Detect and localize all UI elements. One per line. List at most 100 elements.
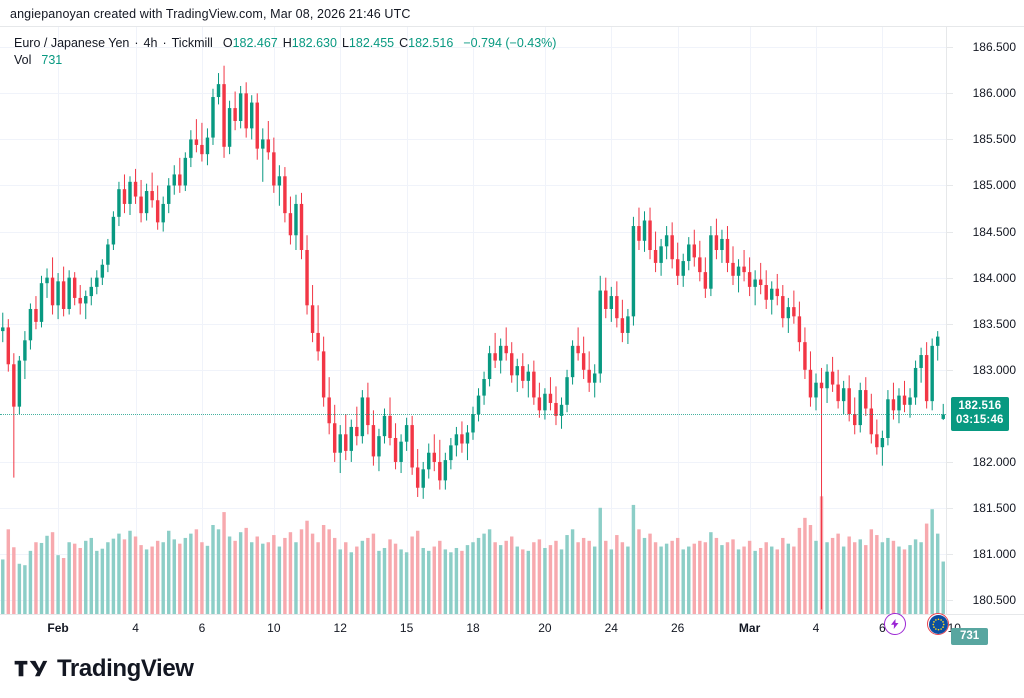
legend-volume-label: Vol — [14, 53, 32, 67]
candle-body — [487, 353, 492, 380]
candle-body — [133, 181, 138, 197]
candle-body — [869, 408, 874, 435]
attribution-text: angiepanoyan created with TradingView.co… — [10, 7, 411, 21]
volume-bar — [814, 540, 818, 614]
volume-bar — [703, 542, 708, 614]
volume-bar — [498, 545, 503, 614]
volume-bar — [178, 543, 182, 614]
volume-bar — [698, 540, 702, 614]
bar-countdown: 03:15:46 — [956, 413, 1004, 426]
candle-body — [604, 290, 608, 309]
candle-wick — [85, 290, 87, 320]
candle-body — [841, 388, 846, 402]
candle-body — [587, 369, 591, 383]
candle-body — [515, 366, 519, 376]
chart-legend[interactable]: Euro / Japanese Yen · 4h · Tickmill O182.467 H… — [14, 35, 556, 69]
volume-bar — [908, 545, 912, 614]
chart-pane[interactable]: Euro / Japanese Yen · 4h · Tickmill O182.467 H… — [0, 27, 946, 614]
grid-line-vertical — [202, 27, 203, 614]
legend-low-label: L — [341, 36, 349, 50]
current-price-badge[interactable]: 182.516 03:15:46 — [951, 397, 1009, 432]
volume-bar — [272, 535, 276, 614]
chart-frame: Euro / Japanese Yen · 4h · Tickmill O182.467 H… — [0, 26, 1024, 645]
candle-body — [117, 189, 121, 217]
volume-bar — [167, 530, 171, 614]
legend-change: −0.794 (−0.43%) — [463, 36, 557, 50]
candle-body — [388, 415, 392, 438]
time-axis-label: 24 — [604, 621, 618, 635]
candle-body — [155, 200, 160, 223]
legend-symbol[interactable]: Euro / Japanese Yen — [14, 36, 130, 50]
volume-bar — [128, 530, 132, 614]
price-axis-label: 186.500 — [972, 40, 1016, 55]
volume-bar — [675, 537, 680, 614]
current-price-line — [0, 414, 946, 416]
volume-bar — [399, 549, 403, 614]
candle-body — [797, 316, 802, 343]
price-axis[interactable]: 186.500 186.000 185.500 185.000 184.500 184.0… — [946, 27, 1024, 645]
volume-badge[interactable]: 731 — [951, 628, 989, 645]
candle-body — [321, 351, 326, 398]
time-axis[interactable]: Feb4610121518202426Mar4610 — [0, 614, 1024, 641]
candle-body — [393, 437, 398, 462]
volume-bar — [205, 545, 210, 614]
eu-star — [931, 623, 934, 625]
lightning-bolt-glyph — [891, 619, 899, 629]
price-axis-tick — [947, 231, 953, 233]
volume-bar — [770, 546, 774, 614]
candle-body — [205, 137, 210, 155]
legend-main-row: Euro / Japanese Yen · 4h · Tickmill O182.467 H… — [14, 35, 556, 52]
legend-interval[interactable]: 4h — [143, 36, 158, 50]
eu-flag-glyph — [928, 614, 948, 634]
volume-bar — [853, 542, 857, 614]
candle-body — [360, 397, 365, 437]
volume-bar — [266, 542, 271, 614]
candle-body — [698, 257, 702, 273]
volume-bar — [521, 549, 525, 614]
candle-body — [338, 434, 342, 453]
candle-body — [620, 318, 625, 333]
legend-exchange[interactable]: Tickmill — [171, 36, 213, 50]
volume-bar — [255, 536, 259, 614]
candle-body — [161, 203, 165, 223]
volume-bar — [56, 555, 60, 614]
volume-bar — [476, 537, 481, 614]
legend-high-label: H — [282, 36, 292, 50]
candle-body — [277, 176, 282, 186]
candle-body — [460, 434, 464, 444]
grid-line-vertical — [58, 27, 59, 614]
candle-body — [521, 366, 525, 381]
candle-body — [244, 93, 248, 129]
time-axis-label: 15 — [399, 621, 414, 635]
legend-low-value: 182.455 — [348, 36, 395, 50]
candle-body — [67, 277, 71, 309]
grid-line-vertical — [274, 27, 275, 614]
candle-body — [172, 174, 176, 186]
volume-bar — [875, 535, 879, 614]
candle-body — [504, 345, 508, 354]
volume-bar — [211, 525, 215, 614]
volume-bar — [438, 540, 442, 614]
candle-body — [476, 395, 481, 415]
candle-body — [144, 191, 149, 214]
volume-bar — [604, 540, 608, 614]
candle-body — [139, 196, 143, 214]
tradingview-logo[interactable]: TradingView — [14, 655, 194, 683]
candle-body — [255, 102, 259, 149]
lightning-bolt-icon[interactable] — [884, 613, 906, 635]
candle-body — [703, 272, 708, 289]
volume-bar — [880, 542, 885, 614]
candle-body — [891, 399, 896, 411]
eu-star — [941, 620, 944, 623]
volume-bar — [227, 536, 232, 614]
candle-body — [471, 414, 475, 433]
volume-bar — [95, 550, 99, 614]
candle-body — [664, 235, 669, 247]
legend-close-value: 182.516 — [408, 36, 454, 50]
volume-bar — [100, 548, 105, 614]
eu-flag-icon[interactable] — [927, 613, 949, 635]
price-axis-tick — [947, 323, 953, 325]
grid-line-vertical — [678, 27, 679, 614]
legend-volume-row: Vol 731 — [14, 52, 556, 69]
price-axis-label: 181.500 — [972, 501, 1016, 516]
